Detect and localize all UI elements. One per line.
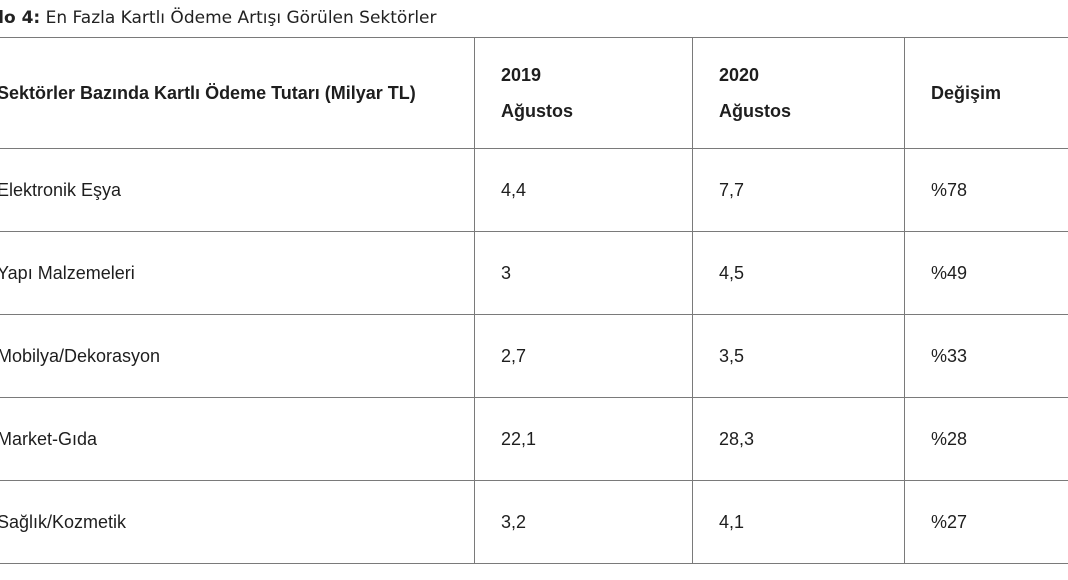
cell-2019: 3,2 bbox=[474, 480, 693, 564]
cell-2019: 4,4 bbox=[474, 148, 693, 232]
cell-sector: Yapı Malzemeleri bbox=[0, 231, 475, 315]
cell-2019: 22,1 bbox=[474, 397, 693, 481]
table-caption-label: blo 4: bbox=[0, 8, 41, 28]
cell-sector: Elektronik Eşya bbox=[0, 148, 475, 232]
cell-2020: 28,3 bbox=[692, 397, 905, 481]
table-caption-text: En Fazla Kartlı Ödeme Artışı Görülen Sek… bbox=[40, 8, 437, 28]
header-change: Değişim bbox=[904, 37, 1068, 149]
header-2020: 2020 Ağustos bbox=[692, 37, 905, 149]
table-row: Sağlık/Kozmetik 3,2 4,1 %27 bbox=[0, 480, 1068, 564]
table-row: Mobilya/Dekorasyon 2,7 3,5 %33 bbox=[0, 314, 1068, 398]
cell-2020: 3,5 bbox=[692, 314, 905, 398]
cell-change: %27 bbox=[904, 480, 1068, 564]
cell-change: %28 bbox=[904, 397, 1068, 481]
header-2019: 2019 Ağustos bbox=[474, 37, 693, 149]
sector-payment-table: Sektörler Bazında Kartlı Ödeme Tutarı (M… bbox=[0, 37, 1068, 564]
cell-2019: 3 bbox=[474, 231, 693, 315]
table-row: Elektronik Eşya 4,4 7,7 %78 bbox=[0, 148, 1068, 232]
table-row: Market-Gıda 22,1 28,3 %28 bbox=[0, 397, 1068, 481]
cell-2020: 7,7 bbox=[692, 148, 905, 232]
cell-change: %33 bbox=[904, 314, 1068, 398]
table-caption: blo 4: En Fazla Kartlı Ödeme Artışı Görü… bbox=[0, 8, 437, 28]
cell-sector: Market-Gıda bbox=[0, 397, 475, 481]
cell-change: %49 bbox=[904, 231, 1068, 315]
cell-sector: Mobilya/Dekorasyon bbox=[0, 314, 475, 398]
cell-change: %78 bbox=[904, 148, 1068, 232]
cell-sector: Sağlık/Kozmetik bbox=[0, 480, 475, 564]
table-header-row: Sektörler Bazında Kartlı Ödeme Tutarı (M… bbox=[0, 37, 1068, 149]
cell-2019: 2,7 bbox=[474, 314, 693, 398]
table-row: Yapı Malzemeleri 3 4,5 %49 bbox=[0, 231, 1068, 315]
cell-2020: 4,1 bbox=[692, 480, 905, 564]
cell-2020: 4,5 bbox=[692, 231, 905, 315]
header-sector: Sektörler Bazında Kartlı Ödeme Tutarı (M… bbox=[0, 37, 475, 149]
